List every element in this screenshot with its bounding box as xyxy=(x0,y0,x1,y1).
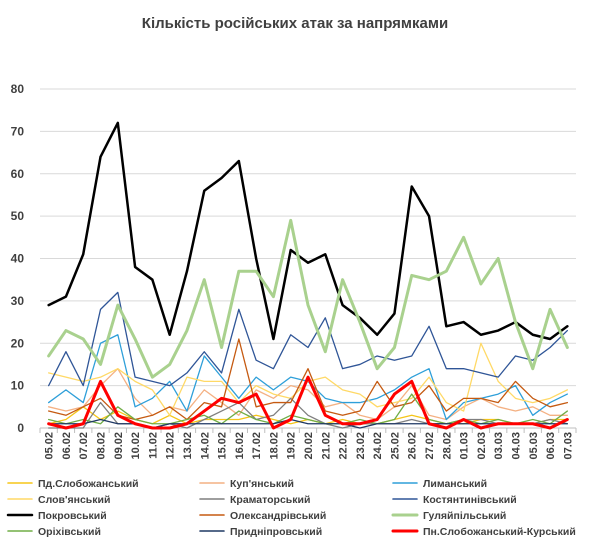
y-axis: 0 10 20 30 40 50 60 70 80 xyxy=(11,82,25,435)
x-tick-label: 14.02 xyxy=(199,432,211,460)
y-tick-label: 40 xyxy=(11,252,25,266)
y-tick-label: 70 xyxy=(11,124,25,138)
y-tick-label: 60 xyxy=(11,167,25,181)
x-tick-label: 27.02 xyxy=(424,432,436,460)
legend-label: Олександрівський xyxy=(230,510,326,522)
x-tick-label: 24.02 xyxy=(372,432,384,460)
x-tick-label: 02.03 xyxy=(476,432,488,460)
x-tick-label: 15.02 xyxy=(217,432,229,460)
series-line xyxy=(47,121,569,341)
x-tick-label: 25.02 xyxy=(389,432,401,460)
plot-area xyxy=(47,121,569,430)
legend-label: Гуляйпільський xyxy=(423,510,506,522)
x-tick-label: 19.02 xyxy=(286,432,298,460)
y-tick-label: 0 xyxy=(17,421,24,435)
x-tick-label: 04.03 xyxy=(510,432,522,460)
x-tick-label: 18.02 xyxy=(268,432,280,460)
y-tick-label: 20 xyxy=(11,336,25,350)
gridlines xyxy=(40,88,576,387)
legend-label: Оріхівський xyxy=(38,526,101,538)
legend-label: Слов'янський xyxy=(38,494,110,506)
legend-label: Лиманський xyxy=(423,478,487,490)
legend-label: Пд.Слобожанський xyxy=(38,478,139,490)
x-tick-label: 07.03 xyxy=(562,432,574,460)
x-tick-label: 20.02 xyxy=(303,432,315,460)
legend-label: Покровський xyxy=(38,510,107,522)
x-axis: 05.02 06.02 07.02 08.02 09.02 10.02 11.02 12.02… xyxy=(39,427,577,460)
x-tick-label: 10.02 xyxy=(130,432,142,460)
x-tick-label: 06.03 xyxy=(545,432,557,460)
x-tick-label: 21.02 xyxy=(320,432,332,460)
y-tick-label: 50 xyxy=(11,209,25,223)
x-tick-label: 22.02 xyxy=(338,432,350,460)
legend-label: Куп'янський xyxy=(230,478,294,490)
series-line xyxy=(48,291,568,387)
x-tick-label: 05.02 xyxy=(44,432,56,460)
chart-title: Кількість російських атак за напрямками xyxy=(142,15,448,32)
legend: Пд.Слобожанський Куп'янський Лиманський Сло… xyxy=(6,478,576,538)
x-tick-label: 03.03 xyxy=(493,432,505,460)
x-tick-label: 01.03 xyxy=(459,432,471,460)
legend-label: Краматорський xyxy=(230,494,310,506)
series-line xyxy=(48,342,568,416)
x-tick-label: 07.02 xyxy=(78,432,90,460)
series-line xyxy=(47,218,569,379)
x-tick-label: 06.02 xyxy=(61,432,73,460)
x-tick-label: 28.02 xyxy=(441,432,453,460)
series-line xyxy=(47,375,569,430)
x-tick-label: 16.02 xyxy=(234,432,246,460)
y-tick-label: 80 xyxy=(11,82,25,96)
x-tick-label: 26.02 xyxy=(407,432,419,460)
x-tick-label: 13.02 xyxy=(182,432,194,460)
x-tick-label: 05.03 xyxy=(528,432,540,460)
x-tick-label: 11.02 xyxy=(147,432,159,459)
x-tick-label: 23.02 xyxy=(355,432,367,460)
y-tick-label: 30 xyxy=(11,294,25,308)
y-tick-label: 10 xyxy=(11,379,25,393)
legend-label: Придніпровський xyxy=(230,526,322,538)
x-tick-label: 08.02 xyxy=(96,432,108,460)
x-tick-label: 17.02 xyxy=(251,432,263,460)
x-tick-label: 09.02 xyxy=(113,432,125,460)
legend-label: Костянтинівський xyxy=(423,494,517,506)
legend-label: Пн.Слобожанський-Курський xyxy=(423,526,576,538)
x-tick-label: 12.02 xyxy=(165,432,177,460)
